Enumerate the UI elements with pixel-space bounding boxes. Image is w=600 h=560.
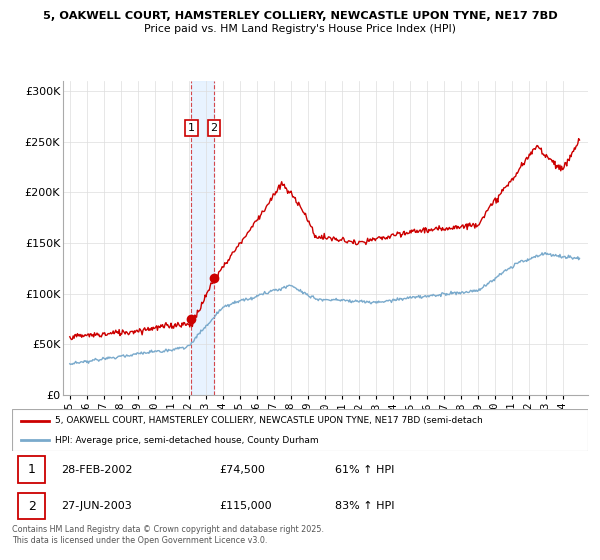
Text: 83% ↑ HPI: 83% ↑ HPI <box>335 501 394 511</box>
Text: 1: 1 <box>28 463 35 476</box>
Text: HPI: Average price, semi-detached house, County Durham: HPI: Average price, semi-detached house,… <box>55 436 319 445</box>
Text: 1: 1 <box>188 123 195 133</box>
Text: Contains HM Land Registry data © Crown copyright and database right 2025.
This d: Contains HM Land Registry data © Crown c… <box>12 525 324 545</box>
Text: £115,000: £115,000 <box>220 501 272 511</box>
Text: 2: 2 <box>211 123 218 133</box>
Bar <box>18 493 46 520</box>
Text: 2: 2 <box>28 500 35 512</box>
Text: £74,500: £74,500 <box>220 465 265 475</box>
Text: 27-JUN-2003: 27-JUN-2003 <box>61 501 132 511</box>
Text: 28-FEB-2002: 28-FEB-2002 <box>61 465 133 475</box>
Text: 61% ↑ HPI: 61% ↑ HPI <box>335 465 394 475</box>
Bar <box>191 81 214 395</box>
Text: 5, OAKWELL COURT, HAMSTERLEY COLLIERY, NEWCASTLE UPON TYNE, NE17 7BD (semi-detac: 5, OAKWELL COURT, HAMSTERLEY COLLIERY, N… <box>55 416 483 425</box>
Text: Price paid vs. HM Land Registry's House Price Index (HPI): Price paid vs. HM Land Registry's House … <box>144 24 456 34</box>
Text: 5, OAKWELL COURT, HAMSTERLEY COLLIERY, NEWCASTLE UPON TYNE, NE17 7BD: 5, OAKWELL COURT, HAMSTERLEY COLLIERY, N… <box>43 11 557 21</box>
Bar <box>18 456 46 483</box>
